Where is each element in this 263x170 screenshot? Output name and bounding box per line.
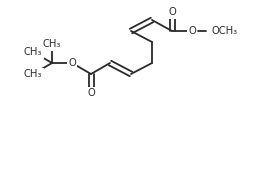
Text: CH₃: CH₃: [43, 39, 61, 49]
Text: O: O: [68, 58, 76, 68]
Text: CH₃: CH₃: [24, 47, 42, 57]
Text: O: O: [87, 88, 95, 98]
Text: O: O: [168, 7, 176, 17]
Text: CH₃: CH₃: [24, 69, 42, 79]
Text: OCH₃: OCH₃: [211, 26, 237, 36]
Text: O: O: [188, 26, 196, 36]
